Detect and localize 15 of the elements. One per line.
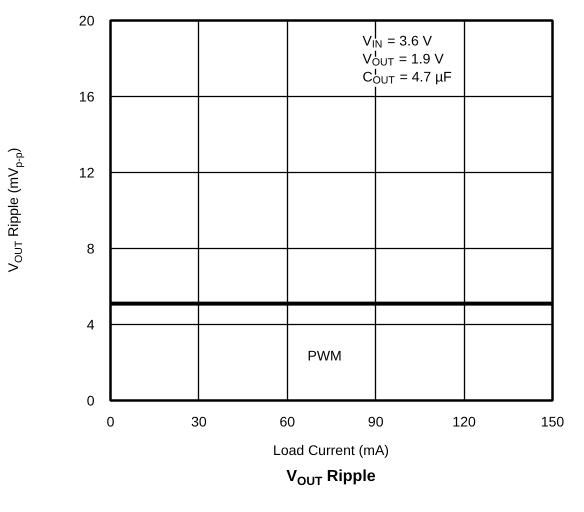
x-tick-label: 120: [452, 414, 476, 430]
text: V$_{OUT}$ Ripple: [285, 467, 377, 490]
x-tick-label: 0: [106, 414, 115, 430]
y-tick-label: 0: [86, 392, 95, 408]
x-axis-title: Load Current (mA): [272, 441, 390, 460]
x-tick-label: 30: [191, 414, 207, 430]
x-tick-label: 150: [540, 414, 564, 430]
y-tick-label: 20: [78, 12, 95, 28]
y-tick-label: 12: [78, 164, 95, 180]
x-tick-label: 60: [280, 414, 296, 430]
annotation: PWM: [308, 348, 342, 364]
y-tick-label: 4: [86, 316, 95, 332]
y-tick-label: 8: [86, 240, 95, 256]
x-tick-label: 90: [368, 414, 384, 430]
y-tick-label: 16: [78, 88, 95, 104]
